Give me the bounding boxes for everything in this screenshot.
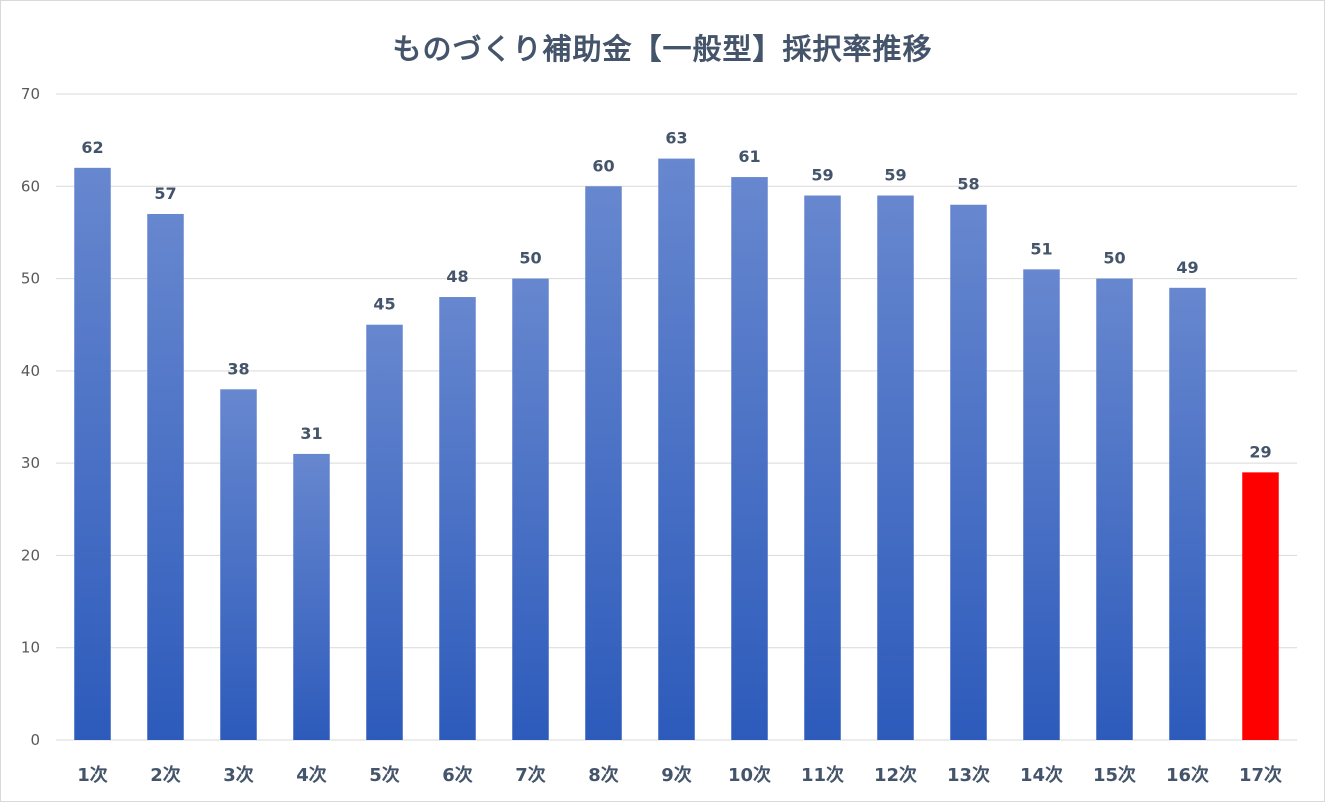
data-label: 59 xyxy=(811,166,833,185)
data-label: 59 xyxy=(884,166,906,185)
y-tick-label: 40 xyxy=(21,362,40,380)
x-category-label: 13次 xyxy=(947,764,990,786)
bar-6次 xyxy=(439,297,476,740)
bar-2次 xyxy=(147,213,184,740)
x-category-label: 5次 xyxy=(369,764,400,786)
x-category-label: 9次 xyxy=(661,764,692,786)
data-label: 49 xyxy=(1176,258,1198,277)
x-category-label: 11次 xyxy=(801,764,844,786)
bar-8次 xyxy=(585,186,622,741)
y-tick-label: 60 xyxy=(21,177,40,195)
data-label: 61 xyxy=(738,147,760,166)
data-label: 62 xyxy=(81,138,103,157)
x-category-label: 10次 xyxy=(728,764,771,786)
x-category-label: 15次 xyxy=(1093,764,1136,786)
bar-3次 xyxy=(220,389,257,740)
bar-4次 xyxy=(293,453,330,740)
bar-7次 xyxy=(512,278,549,740)
bar-14次 xyxy=(1023,269,1060,740)
x-category-label: 3次 xyxy=(223,764,254,786)
data-label: 58 xyxy=(957,175,979,194)
data-label: 31 xyxy=(300,424,322,443)
data-label: 51 xyxy=(1030,239,1052,258)
data-label: 57 xyxy=(154,184,176,203)
data-labels: 62 57 38 31 45 48 50 60 63 61 59 59 58 51 50 49 29 xyxy=(81,129,1271,462)
x-category-label: 6次 xyxy=(442,764,473,786)
bar-17次 xyxy=(1242,472,1279,740)
y-tick-label: 50 xyxy=(21,270,40,288)
y-tick-label: 70 xyxy=(21,85,40,103)
data-label: 50 xyxy=(519,249,541,268)
data-label: 45 xyxy=(373,295,395,314)
bar-9次 xyxy=(658,158,695,741)
y-tick-label: 20 xyxy=(21,546,40,564)
x-category-label: 17次 xyxy=(1239,764,1282,786)
x-axis-categories: 1次 2次 3次 4次 5次 6次 7次 8次 9次 10次 11次 12次 13次 14次 15次 16次 1… xyxy=(77,764,1282,786)
data-label: 60 xyxy=(592,156,614,175)
bar-10次 xyxy=(731,177,768,741)
y-axis-ticks: 0 10 20 30 40 50 60 70 xyxy=(21,85,40,749)
x-category-label: 16次 xyxy=(1166,764,1209,786)
x-category-label: 14次 xyxy=(1020,764,1063,786)
bars xyxy=(74,158,1279,741)
bar-13次 xyxy=(950,204,987,740)
chart-title: ものづくり補助金【一般型】採択率推移 xyxy=(392,32,933,66)
data-label: 50 xyxy=(1103,249,1125,268)
bar-12次 xyxy=(877,195,914,740)
bar-11次 xyxy=(804,195,841,740)
x-category-label: 7次 xyxy=(515,764,546,786)
x-category-label: 4次 xyxy=(296,764,327,786)
data-label: 29 xyxy=(1249,442,1271,461)
y-tick-label: 0 xyxy=(30,731,40,749)
y-tick-label: 10 xyxy=(21,639,40,657)
bar-1次 xyxy=(74,167,111,741)
bar-16次 xyxy=(1169,287,1206,740)
x-category-label: 8次 xyxy=(588,764,619,786)
x-category-label: 12次 xyxy=(874,764,917,786)
data-label: 48 xyxy=(446,267,468,286)
x-category-label: 1次 xyxy=(77,764,108,786)
bar-15次 xyxy=(1096,278,1133,740)
x-category-label: 2次 xyxy=(150,764,181,786)
data-label: 63 xyxy=(665,129,687,148)
data-label: 38 xyxy=(227,359,249,378)
y-tick-label: 30 xyxy=(21,454,40,472)
bar-5次 xyxy=(366,324,403,740)
